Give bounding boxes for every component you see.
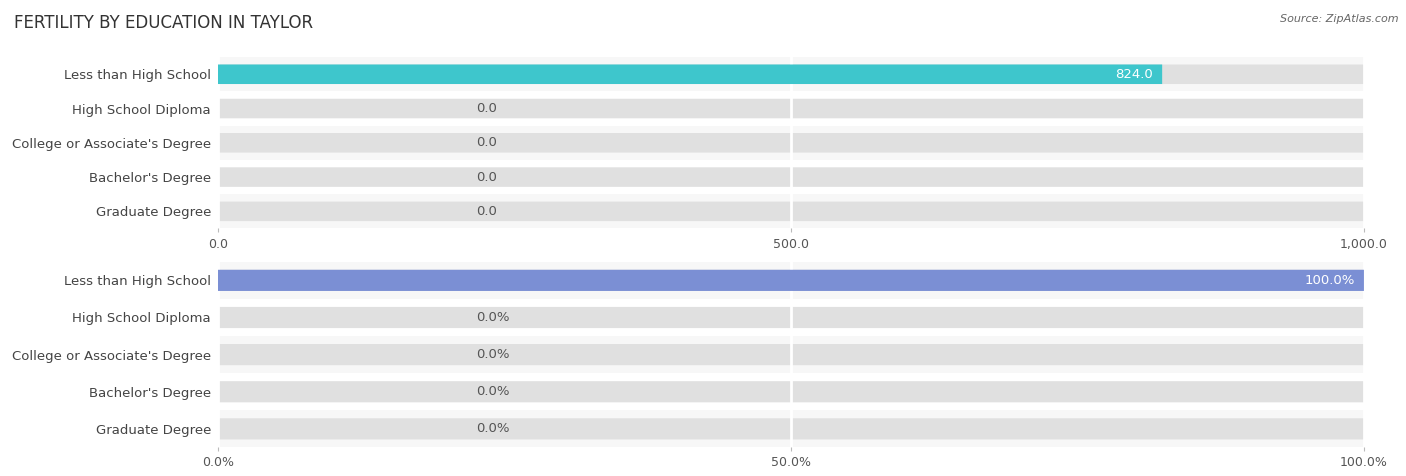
Text: 0.0: 0.0: [475, 170, 496, 184]
FancyBboxPatch shape: [218, 344, 1364, 365]
FancyBboxPatch shape: [218, 99, 1364, 119]
FancyBboxPatch shape: [218, 307, 1364, 328]
FancyBboxPatch shape: [218, 270, 1364, 291]
Text: 100.0%: 100.0%: [1305, 274, 1354, 287]
Bar: [218, 299, 1364, 336]
Text: 0.0%: 0.0%: [475, 422, 509, 436]
Text: 0.0%: 0.0%: [475, 385, 509, 398]
FancyBboxPatch shape: [218, 64, 1163, 84]
FancyBboxPatch shape: [218, 381, 1364, 402]
FancyBboxPatch shape: [218, 133, 1364, 153]
Text: 824.0: 824.0: [1115, 68, 1153, 81]
Bar: [218, 410, 1364, 447]
FancyBboxPatch shape: [218, 201, 1364, 221]
FancyBboxPatch shape: [218, 64, 1364, 84]
FancyBboxPatch shape: [218, 418, 1364, 439]
Text: 0.0: 0.0: [475, 136, 496, 149]
Text: 0.0: 0.0: [475, 205, 496, 218]
Bar: [218, 160, 1364, 194]
Bar: [218, 336, 1364, 373]
Bar: [218, 194, 1364, 228]
Text: 0.0: 0.0: [475, 102, 496, 115]
Bar: [218, 262, 1364, 299]
Text: Source: ZipAtlas.com: Source: ZipAtlas.com: [1281, 14, 1399, 24]
Text: 0.0%: 0.0%: [475, 348, 509, 361]
Bar: [218, 91, 1364, 126]
FancyBboxPatch shape: [218, 270, 1364, 291]
FancyBboxPatch shape: [218, 167, 1364, 187]
Text: FERTILITY BY EDUCATION IN TAYLOR: FERTILITY BY EDUCATION IN TAYLOR: [14, 14, 314, 32]
Bar: [218, 126, 1364, 160]
Text: 0.0%: 0.0%: [475, 311, 509, 324]
Bar: [218, 57, 1364, 91]
Bar: [218, 373, 1364, 410]
